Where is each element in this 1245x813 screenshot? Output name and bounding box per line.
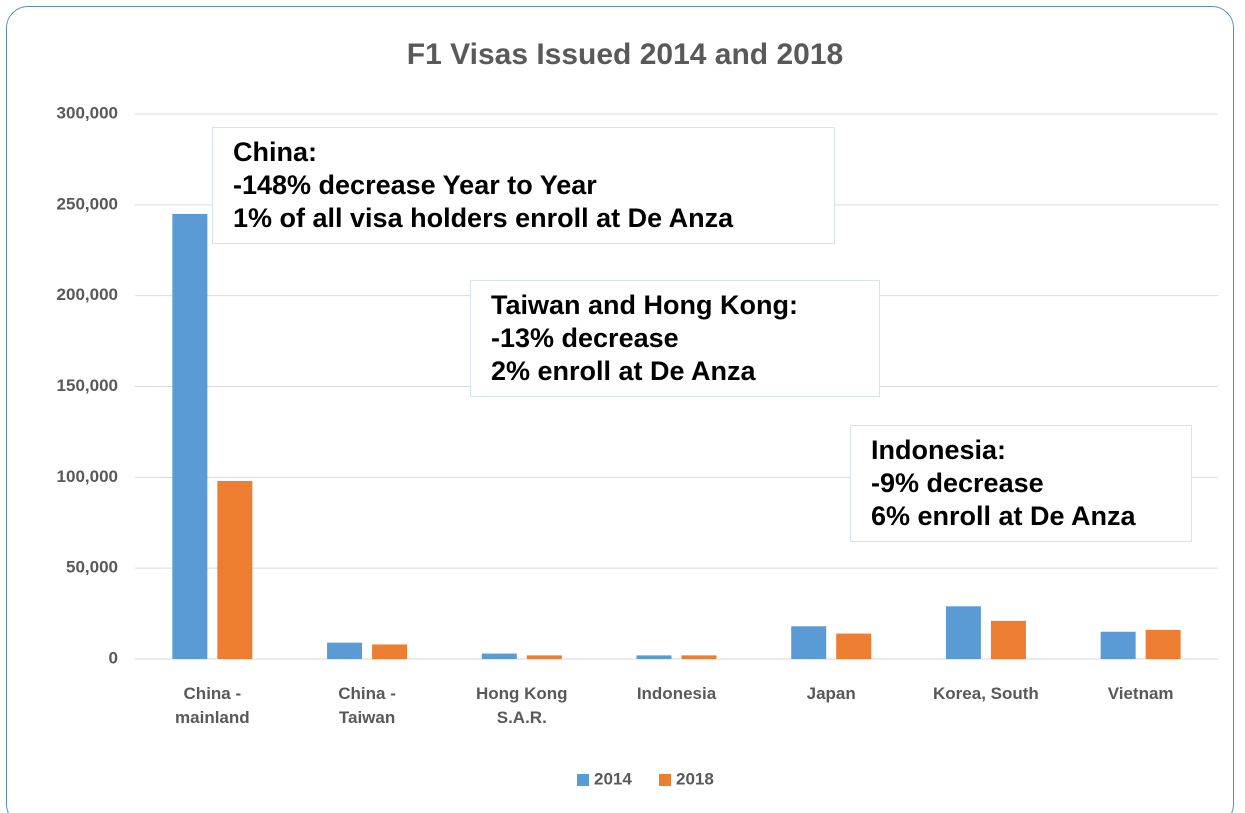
x-tick-label: China - mainland bbox=[175, 684, 250, 727]
bar bbox=[217, 480, 253, 659]
annotation-line: 1% of all visa holders enroll at De Anza bbox=[233, 203, 734, 233]
x-tick-label: Korea, South bbox=[933, 684, 1039, 703]
x-tick-label: Japan bbox=[806, 684, 856, 703]
bar bbox=[1145, 629, 1181, 659]
annotation-box: China: -148% decrease Year to Year 1% of a… bbox=[212, 127, 835, 244]
annotation-box: Taiwan and Hong Kong: -13% decrease 2% enr… bbox=[470, 280, 880, 397]
bar bbox=[327, 642, 363, 659]
y-tick-label: 0 bbox=[109, 648, 118, 667]
y-tick-label: 300,000 bbox=[57, 103, 118, 122]
x-tick-label: China - Taiwan bbox=[338, 684, 396, 727]
y-tick-label: 250,000 bbox=[57, 194, 118, 213]
chart-title: F1 Visas Issued 2014 and 2018 bbox=[407, 38, 843, 71]
x-tick-label: Vietnam bbox=[1107, 684, 1174, 703]
bar bbox=[481, 653, 517, 659]
y-tick-label: 150,000 bbox=[57, 376, 118, 395]
annotation-line: China: bbox=[233, 137, 317, 167]
chart-border bbox=[6, 6, 1234, 813]
annotation-line: -9% decrease bbox=[871, 468, 1044, 498]
y-tick-label: 200,000 bbox=[57, 285, 118, 304]
annotation-box: Indonesia: -9% decrease 6% enroll at De An… bbox=[850, 425, 1192, 542]
y-tick-label: 50,000 bbox=[66, 558, 118, 577]
bar bbox=[172, 213, 208, 659]
annotation-line: 6% enroll at De Anza bbox=[871, 501, 1136, 531]
bar bbox=[791, 626, 827, 659]
bar bbox=[526, 655, 562, 659]
bar bbox=[945, 606, 981, 659]
y-tick-label: 100,000 bbox=[57, 467, 118, 486]
annotation-line: Taiwan and Hong Kong: bbox=[491, 290, 798, 320]
bar bbox=[990, 620, 1026, 659]
annotation-line: -148% decrease Year to Year bbox=[233, 170, 597, 200]
legend-swatch bbox=[659, 774, 671, 786]
bar bbox=[1100, 631, 1136, 659]
bar bbox=[372, 644, 408, 659]
annotation-line: 2% enroll at De Anza bbox=[491, 356, 756, 386]
legend-label: 2014 bbox=[594, 769, 632, 788]
bar bbox=[681, 655, 717, 659]
annotation-line: Indonesia: bbox=[871, 435, 1007, 465]
legend-swatch bbox=[577, 774, 589, 786]
x-tick-label: Indonesia bbox=[636, 684, 717, 703]
bar bbox=[636, 655, 672, 659]
x-tick-label: Hong Kong S.A.R. bbox=[475, 684, 568, 727]
bar bbox=[836, 633, 872, 659]
annotation-line: -13% decrease bbox=[491, 323, 679, 353]
legend-label: 2018 bbox=[676, 769, 714, 788]
